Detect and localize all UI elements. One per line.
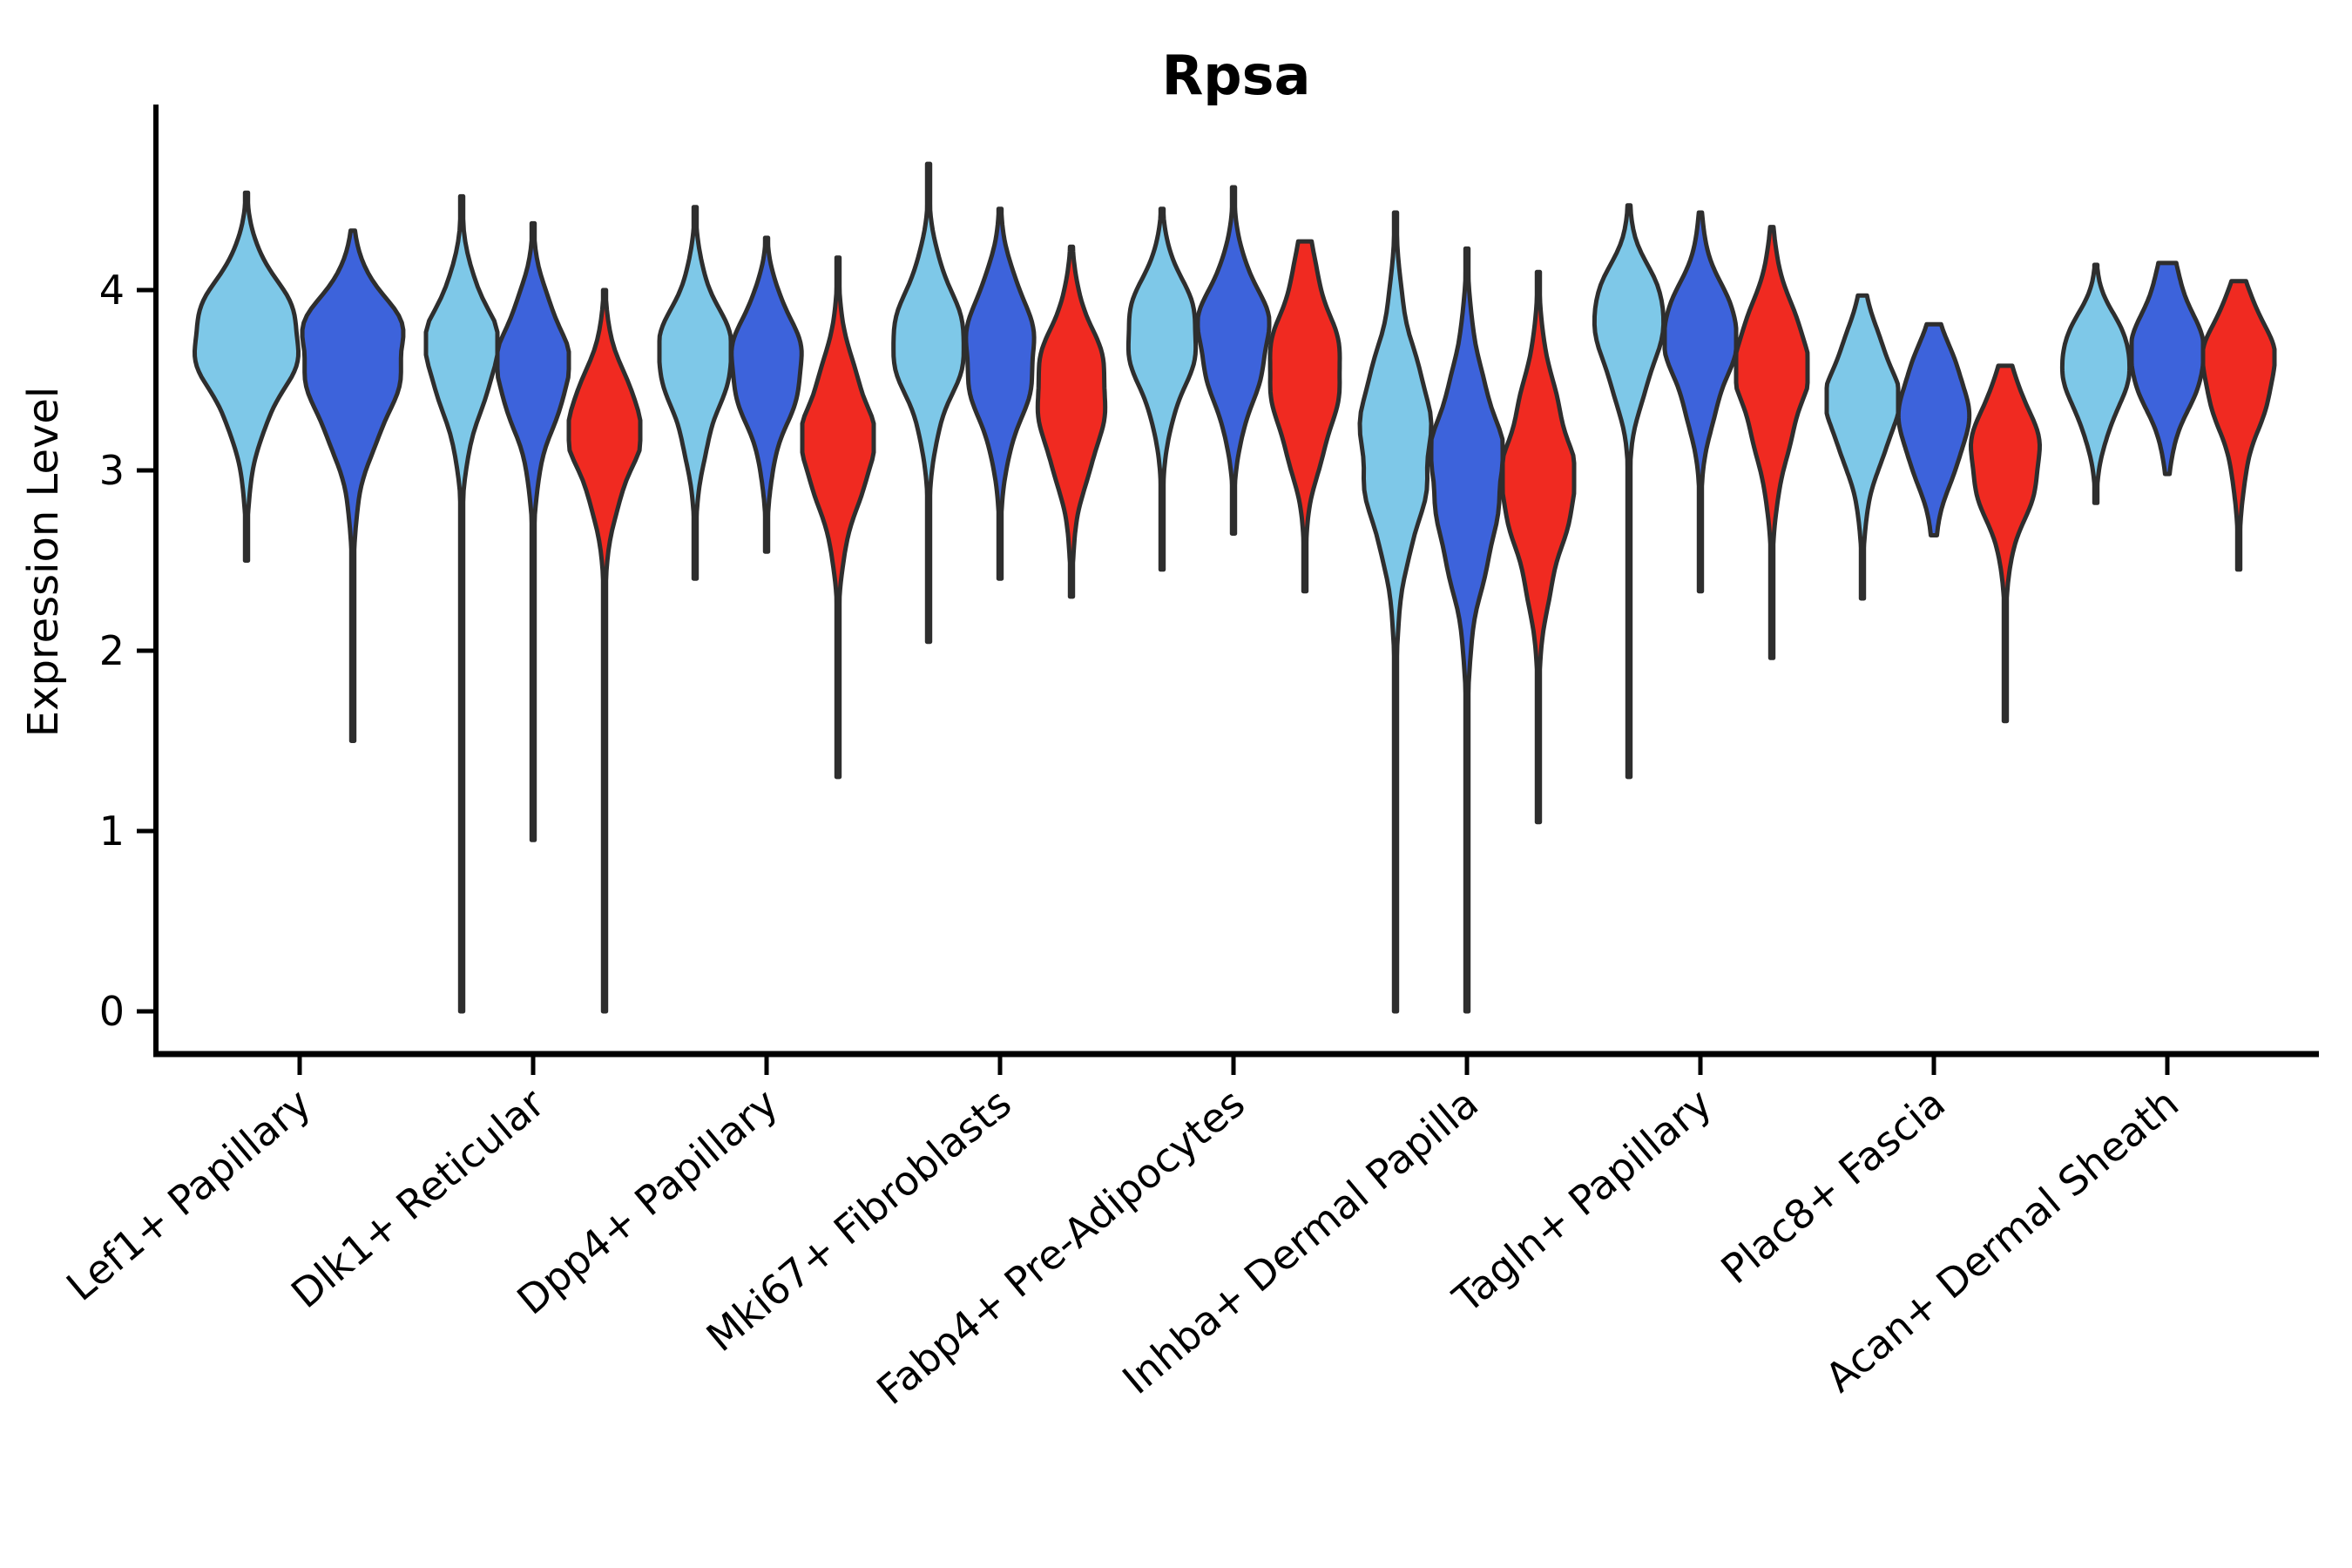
x-tick-label: Fabp4+ Pre-Adipocytes — [868, 1079, 1254, 1414]
violin-plac8-royal-blue — [1896, 321, 1972, 537]
violin-dpp4-royal-blue — [729, 235, 804, 554]
y-tick-label: 2 — [99, 627, 125, 674]
chart-title: Rpsa — [1162, 44, 1311, 107]
violin-plac8-light-blue — [1824, 293, 1901, 601]
violin-acan-royal-blue — [2129, 260, 2206, 476]
x-tick-label: Lef1+ Papillary — [57, 1079, 320, 1310]
y-tick-label: 3 — [99, 447, 125, 494]
violin-dlk1-light-blue — [423, 193, 500, 1014]
violin-acan-red — [2200, 279, 2277, 572]
violin-tagln-red — [1734, 225, 1810, 660]
violin-fabp4-royal-blue — [1195, 185, 1272, 536]
y-tick-label: 4 — [99, 267, 125, 314]
y-tick-label: 1 — [99, 808, 125, 855]
violin-dpp4-red — [800, 255, 876, 780]
violin-lef1-royal-blue — [300, 228, 406, 743]
violin-mki67-royal-blue — [963, 206, 1037, 581]
violins-layer — [193, 161, 2277, 1014]
violin-fabp4-light-blue — [1125, 206, 1199, 572]
violin-inhba-royal-blue — [1429, 246, 1505, 1014]
violin-plac8-red — [1969, 363, 2042, 724]
violin-dlk1-royal-blue — [495, 220, 571, 842]
violin-tagln-royal-blue — [1662, 210, 1739, 594]
violin-mki67-light-blue — [891, 161, 966, 645]
violin-inhba-red — [1500, 269, 1577, 825]
y-tick-label: 0 — [99, 988, 125, 1035]
violin-inhba-light-blue — [1357, 210, 1434, 1014]
violin-dpp4-light-blue — [657, 205, 733, 581]
violin-tagln-light-blue — [1592, 203, 1666, 780]
violin-fabp4-red — [1267, 239, 1342, 594]
x-tick-label: Dlk1+ Reticular — [282, 1079, 553, 1317]
violin-mki67-red — [1035, 244, 1108, 599]
violin-lef1-light-blue — [193, 190, 301, 563]
violin-acan-light-blue — [2059, 262, 2132, 505]
violin-dlk1-red — [566, 287, 643, 1014]
x-tick-label: Plac8+ Fascia — [1712, 1079, 1954, 1293]
y-axis-label: Expression Level — [19, 387, 68, 738]
